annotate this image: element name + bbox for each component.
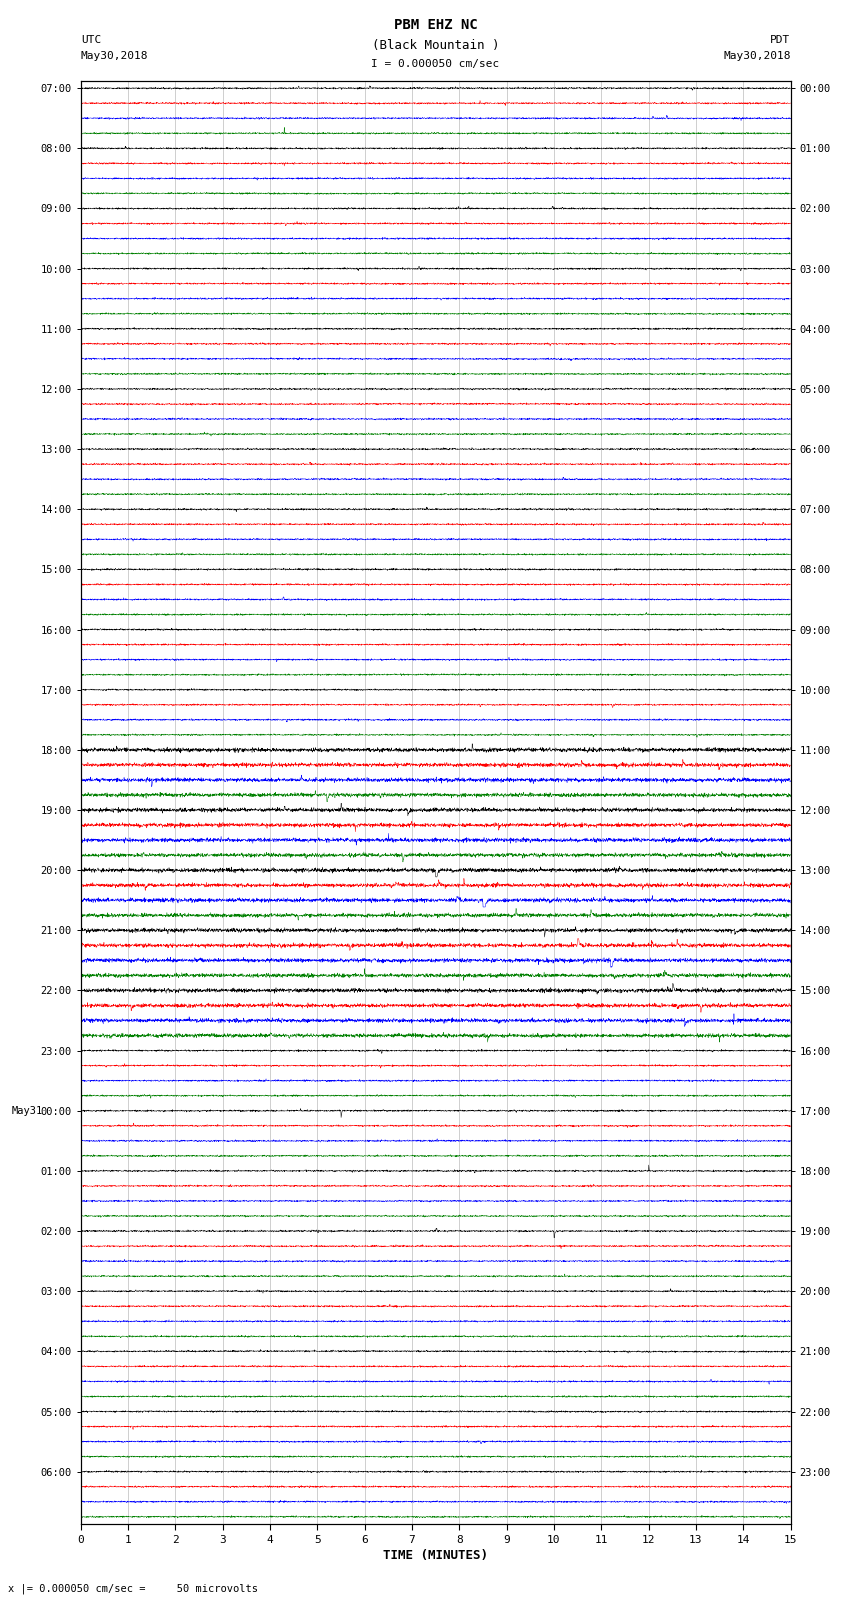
X-axis label: TIME (MINUTES): TIME (MINUTES) [383,1548,488,1561]
Text: UTC: UTC [81,35,101,45]
Text: PBM EHZ NC: PBM EHZ NC [394,18,478,32]
Text: May30,2018: May30,2018 [723,52,791,61]
Text: May30,2018: May30,2018 [81,52,148,61]
Text: May31: May31 [12,1107,43,1116]
Text: x |= 0.000050 cm/sec =     50 microvolts: x |= 0.000050 cm/sec = 50 microvolts [8,1582,258,1594]
Text: (Black Mountain ): (Black Mountain ) [371,39,499,52]
Text: I = 0.000050 cm/sec: I = 0.000050 cm/sec [371,60,500,69]
Text: PDT: PDT [770,35,790,45]
